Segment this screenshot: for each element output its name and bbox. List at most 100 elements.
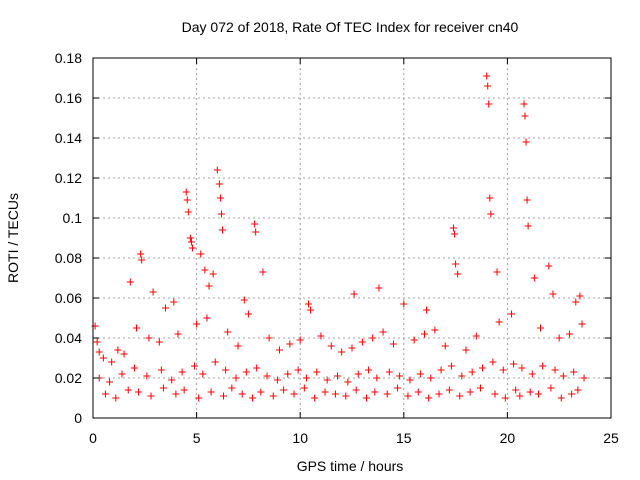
data-point — [487, 210, 495, 218]
data-point — [112, 394, 120, 402]
data-point — [219, 226, 226, 234]
y-tick-label: 0.02 — [55, 370, 82, 386]
data-point — [120, 350, 128, 358]
data-point — [259, 268, 267, 276]
data-point — [197, 250, 205, 258]
data-point — [290, 390, 298, 398]
data-point — [180, 386, 188, 394]
data-point — [342, 392, 350, 400]
data-point — [394, 384, 402, 392]
data-point — [253, 364, 261, 372]
data-point — [191, 362, 199, 370]
data-point — [304, 300, 312, 308]
data-point — [149, 288, 157, 296]
data-point — [574, 386, 582, 394]
data-point — [157, 366, 165, 374]
data-point — [300, 384, 308, 392]
data-point — [537, 324, 545, 332]
data-point — [205, 282, 213, 290]
data-point — [406, 376, 414, 384]
data-point — [458, 372, 466, 380]
axis-ticks — [92, 57, 612, 419]
data-point — [431, 326, 439, 334]
data-point — [385, 368, 393, 376]
data-point — [549, 290, 557, 298]
data-point — [114, 346, 122, 354]
data-point — [445, 386, 453, 394]
data-point — [479, 364, 487, 372]
data-point — [216, 194, 224, 202]
data-point — [199, 370, 207, 378]
data-point — [224, 328, 232, 336]
x-tick-label: 20 — [500, 430, 516, 446]
x-tick-label: 10 — [292, 430, 308, 446]
data-point — [396, 372, 404, 380]
data-point — [350, 290, 358, 298]
data-point — [313, 368, 321, 376]
data-point — [178, 368, 186, 376]
data-point — [555, 334, 563, 342]
data-point — [491, 390, 499, 398]
data-point — [375, 284, 383, 292]
data-point — [512, 386, 520, 394]
data-point — [147, 392, 155, 400]
data-point — [352, 386, 360, 394]
data-point — [195, 394, 203, 402]
data-point — [95, 348, 103, 356]
data-point — [354, 370, 362, 378]
data-point — [450, 224, 458, 232]
data-point — [155, 338, 163, 346]
y-tick-label: 0.16 — [55, 90, 82, 106]
data-point — [124, 386, 132, 394]
data-point — [534, 390, 542, 398]
data-point — [441, 342, 449, 350]
data-point — [317, 332, 325, 340]
data-point — [106, 378, 114, 386]
data-point — [539, 362, 547, 370]
data-point — [333, 372, 341, 380]
data-point — [168, 376, 176, 384]
grid-lines — [93, 58, 611, 418]
data-point — [186, 234, 194, 242]
data-point — [454, 270, 462, 278]
data-point — [363, 394, 371, 402]
data-point — [234, 342, 242, 350]
y-tick-label: 0.08 — [55, 250, 82, 266]
data-point — [215, 180, 223, 188]
data-point — [365, 366, 373, 374]
data-point — [499, 366, 507, 374]
data-point — [545, 262, 553, 270]
data-point — [452, 260, 460, 268]
data-point — [238, 390, 246, 398]
x-tick-label: 25 — [603, 430, 619, 446]
data-point — [472, 332, 480, 340]
data-point — [213, 166, 221, 174]
data-point — [240, 296, 248, 304]
data-point — [217, 210, 225, 218]
data-point — [551, 366, 559, 374]
data-point — [184, 208, 192, 216]
data-point — [522, 138, 530, 146]
data-point — [466, 388, 474, 396]
data-point — [244, 310, 252, 318]
data-point — [183, 196, 191, 204]
data-point — [476, 384, 484, 392]
data-point — [427, 374, 435, 382]
data-point — [263, 372, 271, 380]
data-point — [273, 376, 281, 384]
data-point — [348, 344, 356, 352]
y-tick-label: 0.18 — [55, 50, 82, 66]
x-tick-label: 15 — [396, 430, 412, 446]
data-point — [528, 370, 536, 378]
data-point — [425, 394, 433, 402]
data-point — [130, 364, 138, 372]
data-point — [307, 306, 315, 314]
data-point — [323, 376, 331, 384]
data-point — [485, 100, 493, 108]
data-point — [437, 366, 445, 374]
x-tick-label: 0 — [89, 430, 97, 446]
data-point — [484, 82, 492, 90]
data-point — [501, 394, 509, 402]
